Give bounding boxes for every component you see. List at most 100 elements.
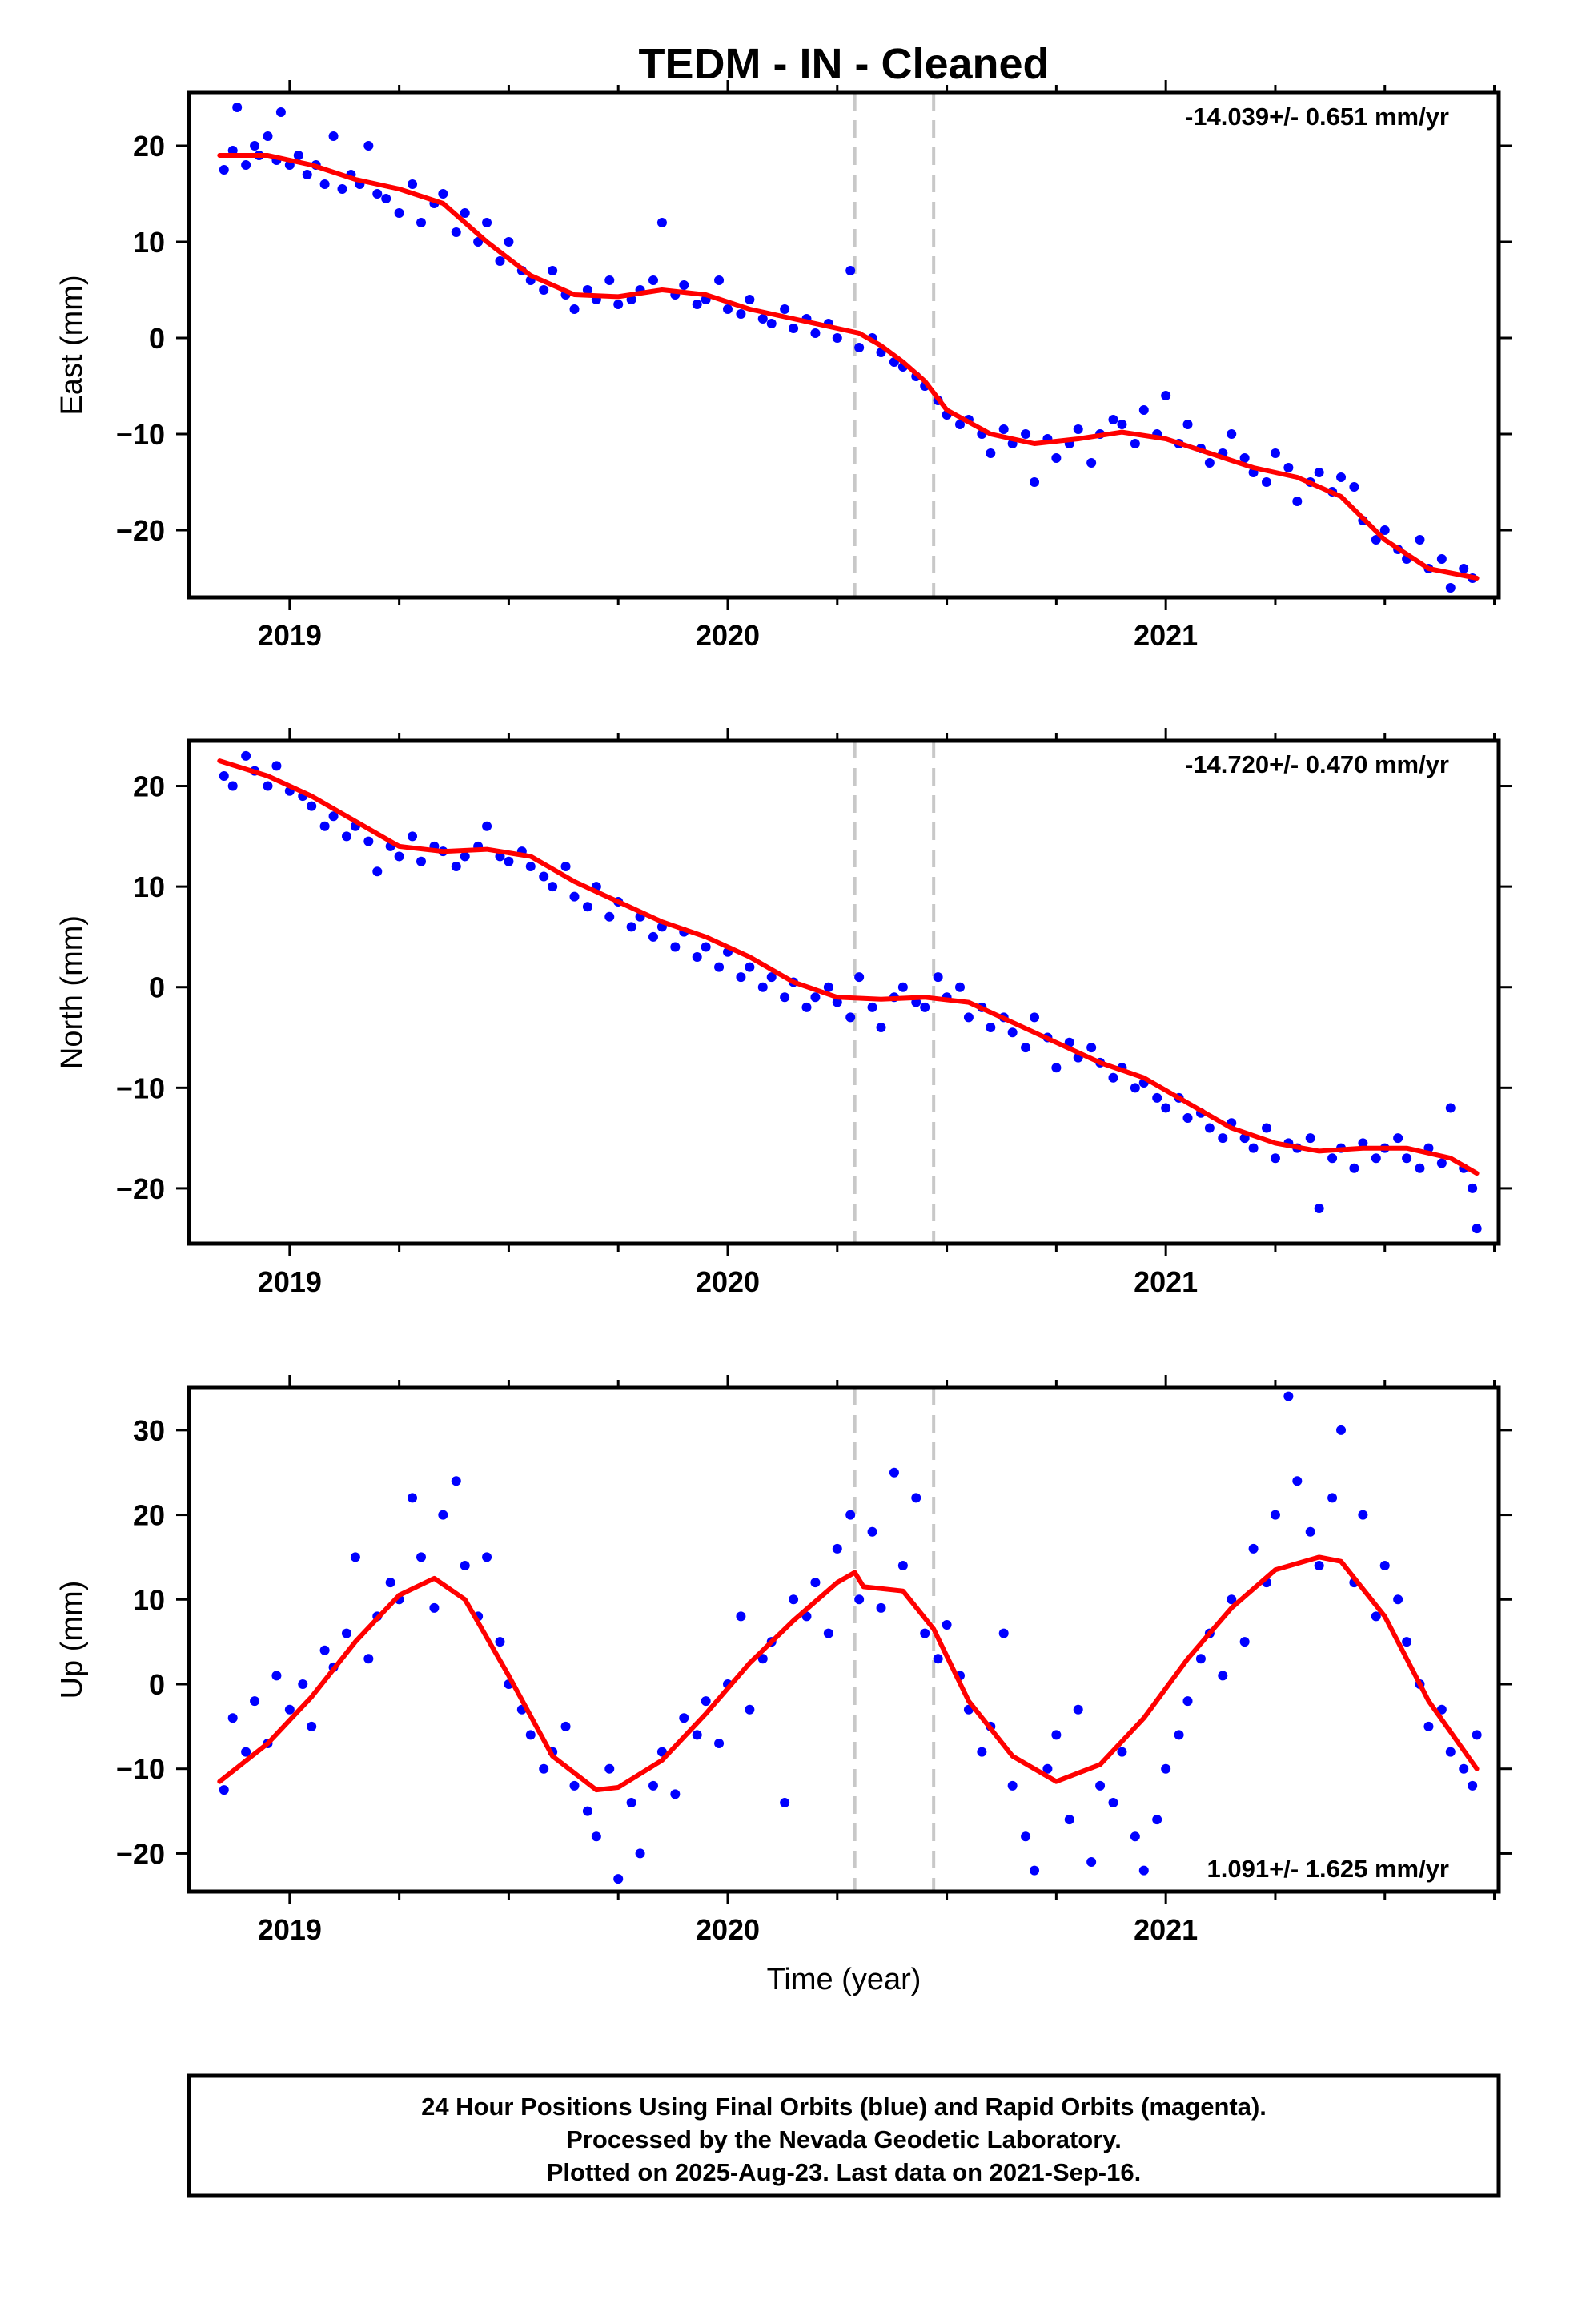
up-y-tick-label: 0 xyxy=(149,1668,165,1701)
up-data-point xyxy=(1182,1696,1193,1707)
up-data-point xyxy=(1468,1780,1478,1791)
north-data-point xyxy=(1021,1043,1031,1053)
north-data-point xyxy=(1402,1153,1412,1164)
up-data-point xyxy=(780,1798,790,1807)
east-data-point xyxy=(337,184,347,194)
east-data-point xyxy=(986,448,996,458)
north-data-point xyxy=(832,997,842,1007)
north-data-point xyxy=(670,942,681,952)
north-data-point xyxy=(394,851,404,862)
north-data-point xyxy=(1445,1103,1456,1113)
east-data-point xyxy=(408,179,418,189)
east-data-point xyxy=(275,107,286,117)
up-data-point xyxy=(1371,1611,1381,1622)
up-data-point xyxy=(307,1721,317,1731)
up-model-curve xyxy=(217,1554,1480,1793)
east-data-point xyxy=(679,280,689,290)
north-data-point xyxy=(920,1002,930,1012)
north-data-point xyxy=(1248,1143,1259,1153)
north-data-point xyxy=(548,882,558,892)
east-data-point xyxy=(1021,429,1031,439)
east-y-tick-label: −10 xyxy=(116,418,165,451)
east-data-point xyxy=(473,237,484,247)
north-y-tick-label: −20 xyxy=(116,1172,165,1205)
x-axis-title: Time (year) xyxy=(767,1963,921,1996)
east-data-point xyxy=(1314,468,1324,477)
north-x-tick-label: 2019 xyxy=(258,1265,322,1298)
up-data-point xyxy=(408,1493,418,1503)
up-data-point xyxy=(1051,1730,1062,1740)
north-data-point xyxy=(539,871,549,882)
north-data-point xyxy=(328,811,339,822)
east-data-point xyxy=(241,160,251,170)
north-data-point xyxy=(569,891,580,902)
up-data-point xyxy=(1472,1730,1482,1740)
up-data-point xyxy=(942,1620,952,1630)
up-data-point xyxy=(1021,1831,1031,1842)
up-y-tick-label: 10 xyxy=(133,1583,165,1616)
east-data-point xyxy=(381,194,391,203)
up-data-point xyxy=(241,1747,251,1757)
up-data-point xyxy=(789,1594,799,1605)
north-data-point xyxy=(801,1002,812,1012)
east-data-point xyxy=(219,165,229,175)
north-data-point xyxy=(1161,1103,1171,1113)
east-data-point xyxy=(1283,463,1294,472)
up-data-point xyxy=(1248,1543,1259,1554)
up-rate-label: 1.091+/- 1.625 mm/yr xyxy=(1207,1855,1449,1883)
north-data-point xyxy=(1468,1183,1478,1193)
up-data-point xyxy=(1108,1798,1118,1807)
up-data-point xyxy=(525,1730,536,1740)
caption-frame xyxy=(187,2073,1501,2198)
up-data-point xyxy=(1305,1526,1315,1537)
up-data-point xyxy=(1379,1561,1390,1570)
caption-line-processor: Processed by the Nevada Geodetic Laborat… xyxy=(566,2125,1122,2153)
north-data-point xyxy=(1393,1133,1403,1144)
up-data-point xyxy=(438,1510,448,1520)
east-data-point xyxy=(495,256,505,266)
east-rate-label: -14.039+/- 0.651 mm/yr xyxy=(1185,103,1449,131)
east-x-tick-label: 2020 xyxy=(696,619,760,652)
up-x-tick-label: 2021 xyxy=(1134,1913,1198,1946)
up-data-point xyxy=(1152,1815,1162,1825)
north-data-point xyxy=(954,982,965,992)
north-data-point xyxy=(241,750,251,761)
east-data-point xyxy=(757,314,768,324)
east-data-point xyxy=(780,304,790,314)
east-data-point xyxy=(766,319,777,328)
east-y-tick-label: −20 xyxy=(116,514,165,547)
up-panel: 2019 2020 2021 −20 −10 0 10 20 30 Up (mm) 1.091+/-… xyxy=(55,1375,1512,1946)
north-model-curve xyxy=(217,758,1480,1176)
up-data-point xyxy=(1327,1493,1338,1503)
east-data-point xyxy=(1459,564,1469,573)
north-data-point xyxy=(823,982,833,992)
north-data-point xyxy=(963,1012,974,1023)
up-data-point xyxy=(867,1526,877,1537)
up-data-point xyxy=(845,1510,856,1520)
north-y-tick-label: −10 xyxy=(116,1072,165,1104)
caption-line-orbits: 24 Hour Positions Using Final Orbits (bl… xyxy=(421,2093,1267,2121)
up-data-point xyxy=(1270,1510,1280,1520)
north-data-point xyxy=(1436,1158,1447,1168)
east-data-point xyxy=(1161,391,1171,400)
north-data-point xyxy=(451,862,461,871)
north-data-point xyxy=(701,942,711,952)
east-data-point xyxy=(1182,420,1193,429)
north-data-point xyxy=(582,902,592,912)
up-points xyxy=(219,1391,1482,1884)
up-data-point xyxy=(250,1696,260,1707)
east-data-point xyxy=(1227,429,1237,439)
up-x-tick-label: 2020 xyxy=(696,1913,760,1946)
up-data-point xyxy=(626,1798,636,1807)
up-y-tick-label: −20 xyxy=(116,1837,165,1870)
up-data-point xyxy=(1336,1425,1347,1435)
up-y-tick-label: 20 xyxy=(133,1499,165,1532)
up-data-point xyxy=(385,1578,396,1588)
north-data-point xyxy=(271,761,282,771)
up-data-point xyxy=(1239,1637,1250,1647)
east-data-point xyxy=(416,218,426,227)
east-data-point xyxy=(692,300,702,309)
north-data-point xyxy=(227,781,238,791)
up-data-point xyxy=(539,1763,549,1774)
east-data-point xyxy=(998,424,1009,434)
